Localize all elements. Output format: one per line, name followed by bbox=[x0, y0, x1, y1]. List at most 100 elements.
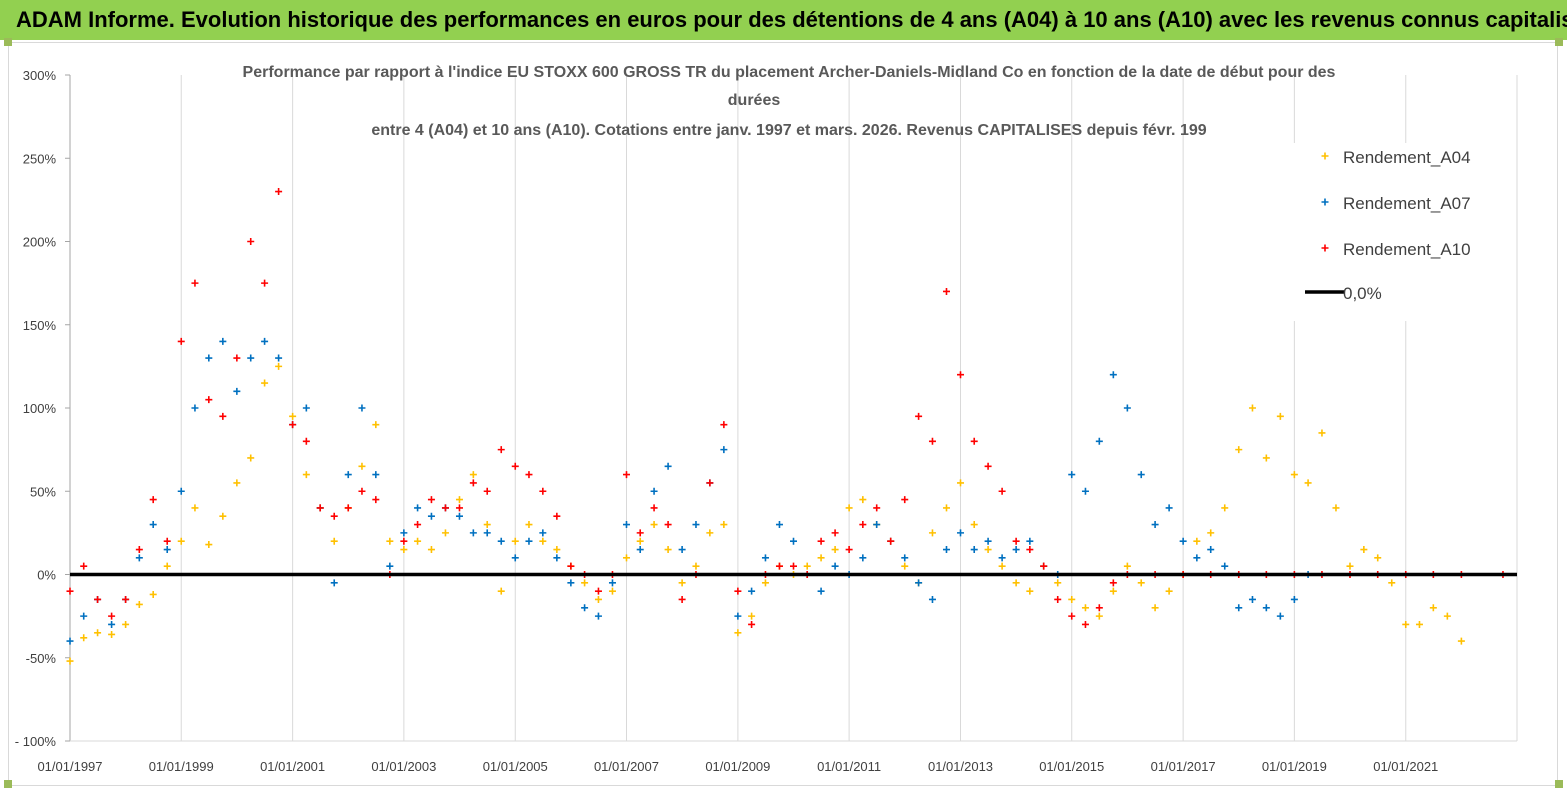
data-point-rendement_a04 bbox=[1388, 579, 1396, 587]
resize-handle-top-right[interactable] bbox=[1555, 38, 1563, 46]
data-point-rendement_a07 bbox=[302, 404, 310, 412]
data-point-rendement_a04 bbox=[984, 546, 992, 554]
data-point-rendement_a04 bbox=[1235, 446, 1243, 454]
data-point-rendement_a04 bbox=[525, 521, 533, 529]
data-point-rendement_a10 bbox=[122, 595, 130, 603]
x-tick-label: 01/01/2003 bbox=[371, 759, 436, 774]
data-point-rendement_a04 bbox=[1207, 529, 1215, 537]
legend-label: Rendement_A04 bbox=[1343, 148, 1471, 167]
data-point-rendement_a07 bbox=[330, 579, 338, 587]
data-point-rendement_a07 bbox=[928, 595, 936, 603]
data-point-rendement_a10 bbox=[539, 487, 547, 495]
data-point-rendement_a07 bbox=[205, 354, 213, 362]
y-tick-label: -50% bbox=[26, 651, 57, 666]
data-point-rendement_a07 bbox=[1290, 595, 1298, 603]
data-point-rendement_a10 bbox=[901, 496, 909, 504]
data-point-rendement_a07 bbox=[80, 612, 88, 620]
data-point-rendement_a07 bbox=[817, 587, 825, 595]
y-tick-label: 250% bbox=[23, 151, 57, 166]
data-point-rendement_a10 bbox=[1054, 595, 1062, 603]
data-point-rendement_a10 bbox=[80, 562, 88, 570]
data-point-rendement_a10 bbox=[316, 504, 324, 512]
data-point-rendement_a04 bbox=[414, 537, 422, 545]
data-point-rendement_a10 bbox=[511, 462, 519, 470]
data-point-rendement_a07 bbox=[233, 387, 241, 395]
data-point-rendement_a10 bbox=[650, 504, 658, 512]
y-tick-label: 50% bbox=[30, 484, 56, 499]
x-tick-label: 01/01/2005 bbox=[483, 759, 548, 774]
resize-handle-bottom-left[interactable] bbox=[4, 780, 12, 788]
data-point-rendement_a04 bbox=[483, 521, 491, 529]
data-point-rendement_a04 bbox=[330, 537, 338, 545]
data-point-rendement_a04 bbox=[942, 504, 950, 512]
data-point-rendement_a10 bbox=[720, 421, 728, 429]
data-point-rendement_a07 bbox=[553, 554, 561, 562]
legend-label: Rendement_A07 bbox=[1343, 194, 1471, 213]
data-point-rendement_a04 bbox=[1054, 579, 1062, 587]
x-tick-label: 01/01/2001 bbox=[260, 759, 325, 774]
data-point-rendement_a07 bbox=[901, 554, 909, 562]
data-point-rendement_a04 bbox=[1137, 579, 1145, 587]
data-point-rendement_a07 bbox=[915, 579, 923, 587]
data-point-rendement_a04 bbox=[1402, 620, 1410, 628]
data-point-rendement_a04 bbox=[386, 537, 394, 545]
data-point-rendement_a04 bbox=[94, 629, 102, 637]
chart-area[interactable]: 01/01/1997 01/01/1999 01/01/2001 01/01/2003… bbox=[8, 42, 1558, 786]
data-point-rendement_a07 bbox=[1262, 604, 1270, 612]
data-point-rendement_a04 bbox=[135, 600, 143, 608]
data-point-rendement_a04 bbox=[678, 579, 686, 587]
resize-handle-top-left[interactable] bbox=[4, 38, 12, 46]
data-point-rendement_a07 bbox=[455, 512, 463, 520]
data-point-rendement_a04 bbox=[553, 546, 561, 554]
data-point-rendement_a07 bbox=[873, 521, 881, 529]
data-point-rendement_a10 bbox=[1095, 604, 1103, 612]
data-point-rendement_a07 bbox=[748, 587, 756, 595]
data-point-rendement_a10 bbox=[775, 562, 783, 570]
data-point-rendement_a10 bbox=[734, 587, 742, 595]
data-point-rendement_a10 bbox=[400, 537, 408, 545]
resize-handle-bottom-right[interactable] bbox=[1555, 780, 1563, 788]
data-point-rendement_a04 bbox=[664, 546, 672, 554]
data-point-rendement_a07 bbox=[1276, 612, 1284, 620]
data-point-rendement_a04 bbox=[80, 634, 88, 642]
data-point-rendement_a04 bbox=[1068, 595, 1076, 603]
data-point-rendement_a04 bbox=[608, 587, 616, 595]
data-point-rendement_a04 bbox=[191, 504, 199, 512]
data-point-rendement_a07 bbox=[970, 546, 978, 554]
data-point-rendement_a10 bbox=[1012, 537, 1020, 545]
data-point-rendement_a04 bbox=[636, 537, 644, 545]
data-point-rendement_a04 bbox=[706, 529, 714, 537]
data-point-rendement_a04 bbox=[1332, 504, 1340, 512]
data-point-rendement_a07 bbox=[275, 354, 283, 362]
data-point-rendement_a04 bbox=[1248, 404, 1256, 412]
data-point-rendement_a10 bbox=[790, 562, 797, 570]
data-point-rendement_a10 bbox=[219, 412, 227, 420]
data-point-rendement_a04 bbox=[1318, 429, 1326, 437]
data-point-rendement_a07 bbox=[678, 546, 686, 554]
data-point-rendement_a04 bbox=[511, 537, 519, 545]
data-point-rendement_a04 bbox=[163, 562, 171, 570]
data-point-rendement_a04 bbox=[441, 529, 449, 537]
data-point-rendement_a04 bbox=[1123, 562, 1131, 570]
data-point-rendement_a04 bbox=[970, 521, 978, 529]
data-point-rendement_a04 bbox=[581, 579, 589, 587]
data-point-rendement_a10 bbox=[427, 496, 435, 504]
data-point-rendement_a04 bbox=[692, 562, 700, 570]
data-point-rendement_a07 bbox=[414, 504, 422, 512]
data-point-rendement_a10 bbox=[441, 504, 449, 512]
data-point-rendement_a07 bbox=[163, 546, 171, 554]
data-point-rendement_a04 bbox=[859, 496, 867, 504]
data-point-rendement_a10 bbox=[135, 546, 143, 554]
data-point-rendement_a07 bbox=[219, 337, 227, 345]
report-title: ADAM Informe. Evolution historique des p… bbox=[16, 7, 1567, 32]
data-point-rendement_a07 bbox=[622, 521, 630, 529]
data-point-rendement_a04 bbox=[1165, 587, 1173, 595]
data-point-rendement_a07 bbox=[567, 579, 575, 587]
data-point-rendement_a07 bbox=[775, 521, 783, 529]
data-point-rendement_a10 bbox=[455, 504, 463, 512]
data-point-rendement_a07 bbox=[594, 612, 602, 620]
data-point-rendement_a07 bbox=[734, 612, 742, 620]
data-point-rendement_a04 bbox=[1276, 412, 1284, 420]
data-point-rendement_a07 bbox=[984, 537, 992, 545]
data-point-rendement_a10 bbox=[817, 537, 825, 545]
